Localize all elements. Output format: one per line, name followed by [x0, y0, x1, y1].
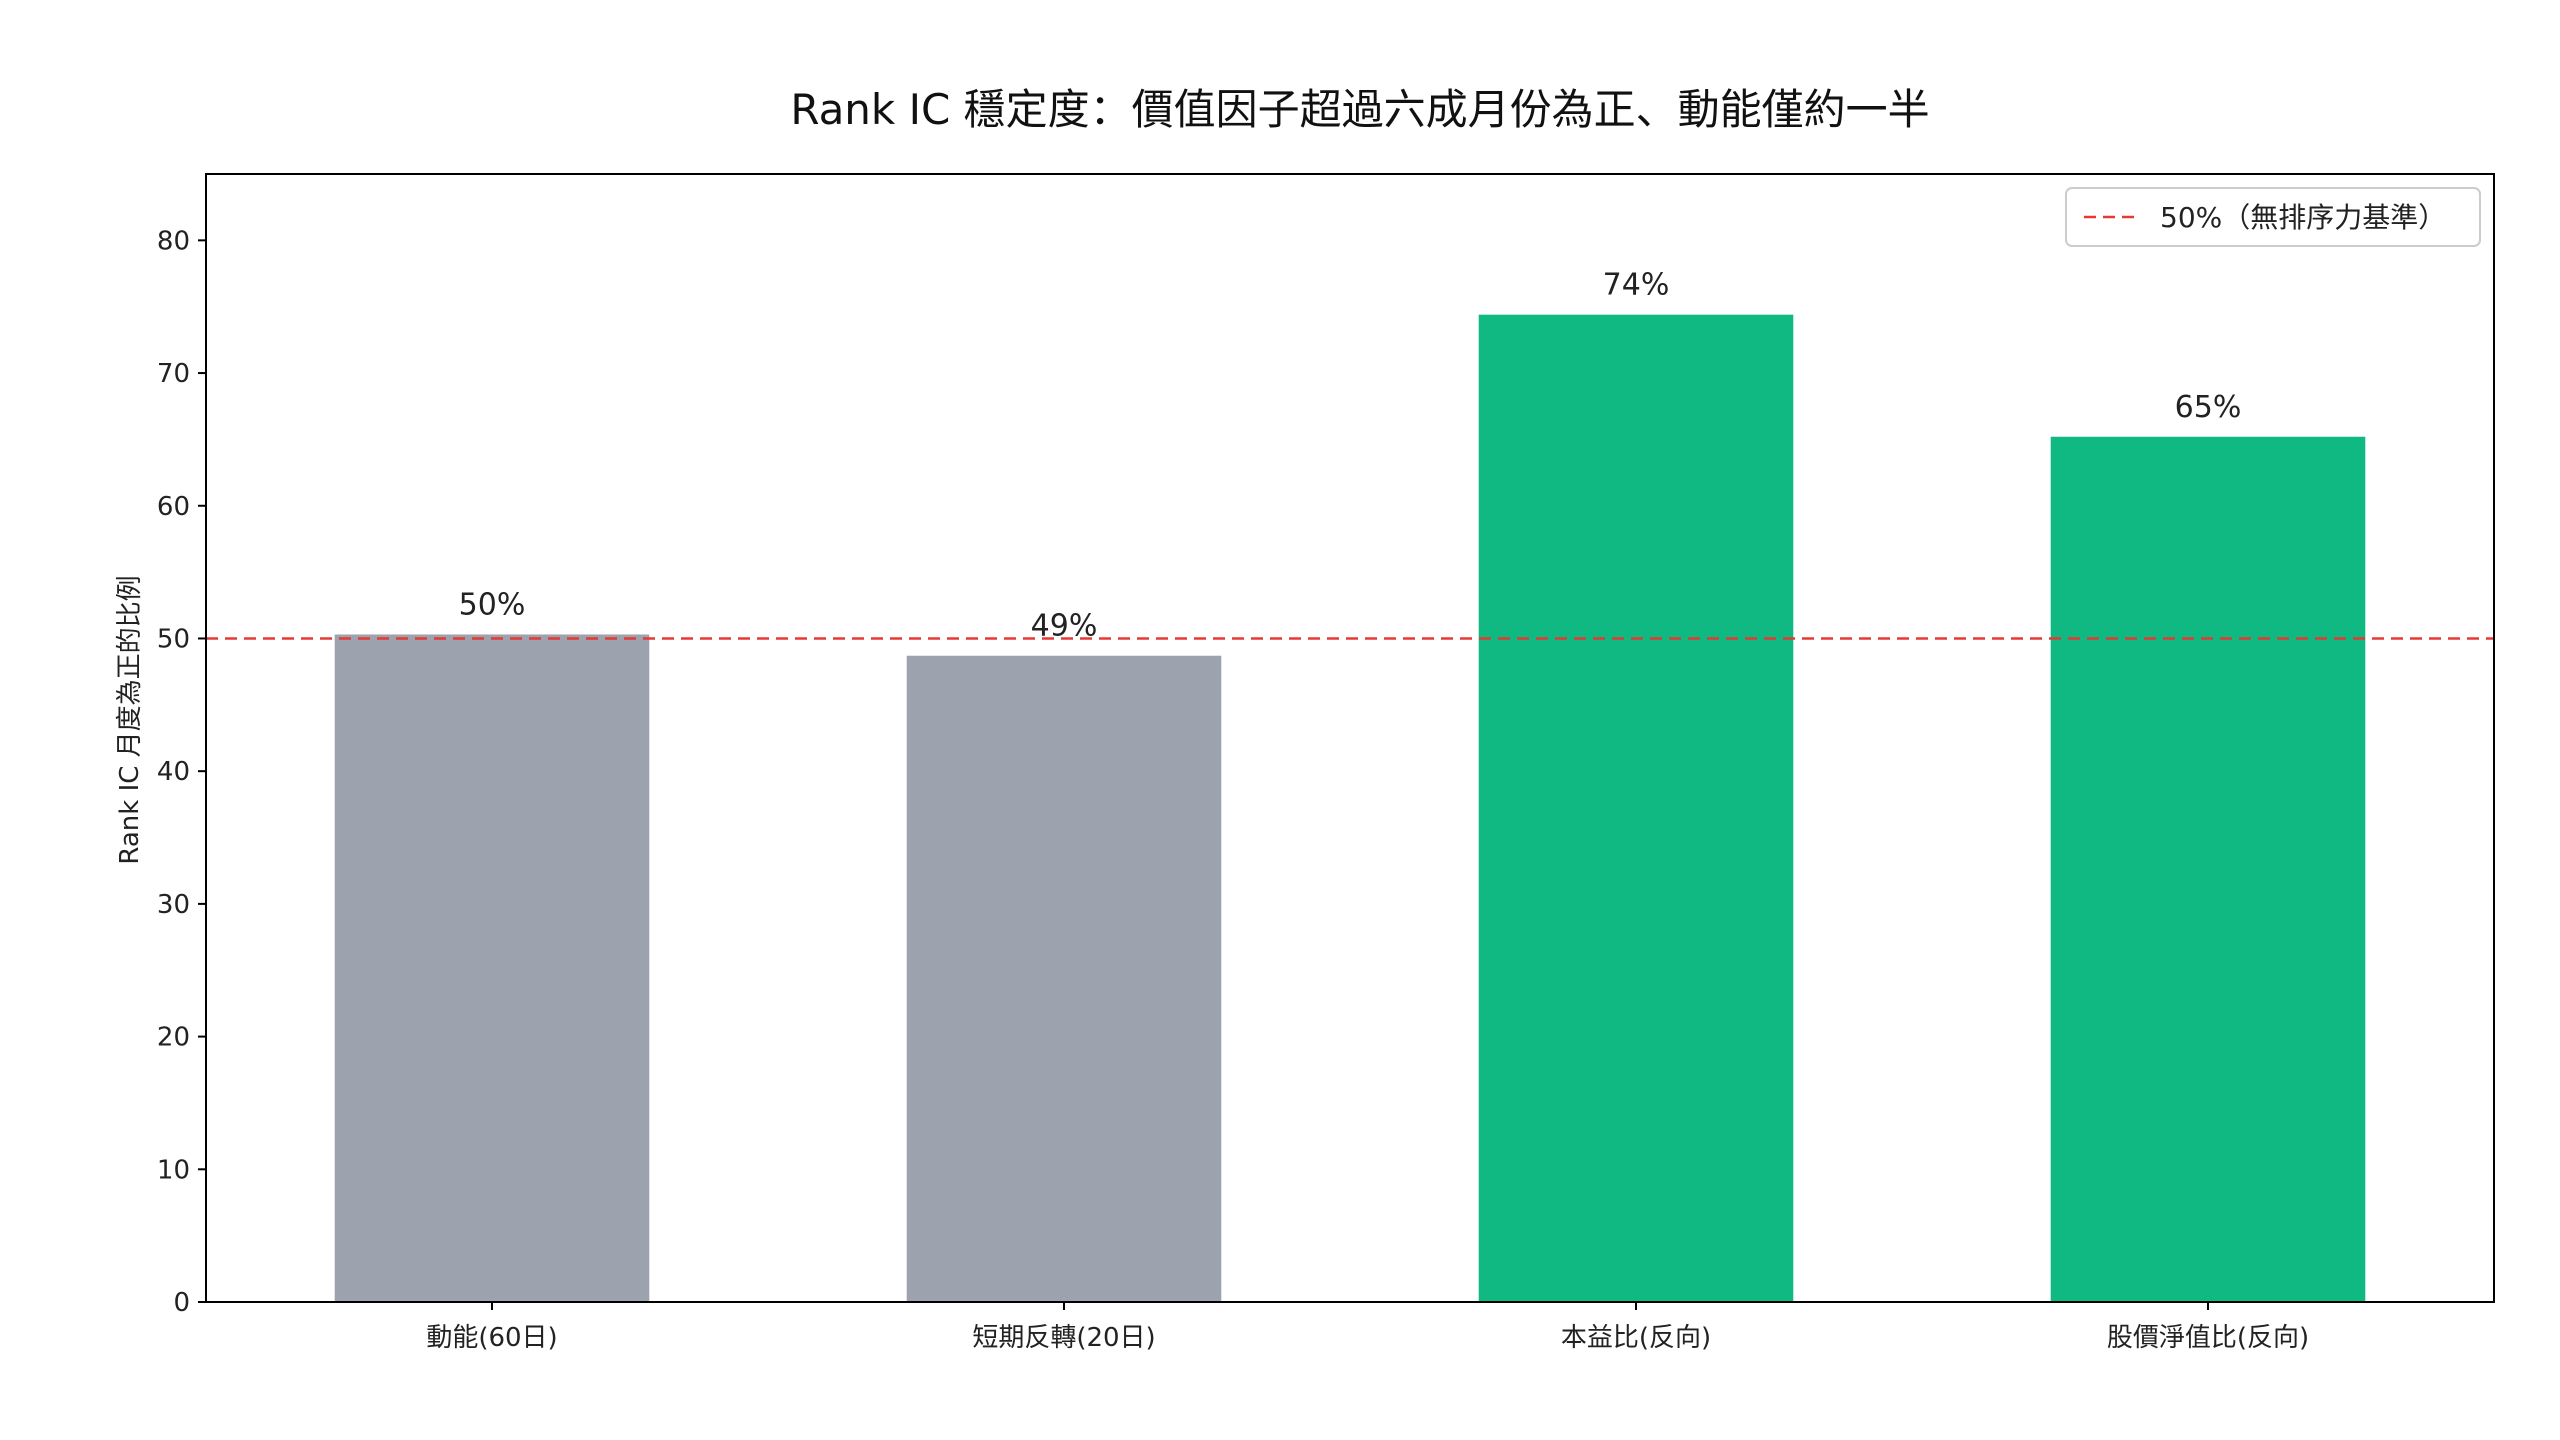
bar	[1478, 314, 1794, 1303]
axes-frame	[205, 173, 2495, 1303]
legend-label: 50%（無排序力基準）	[2160, 201, 2446, 234]
x-tick-label: 股價淨值比(反向)	[2107, 1323, 2309, 1353]
y-tick-label: 60	[157, 492, 190, 522]
x-tick-label: 本益比(反向)	[1561, 1323, 1711, 1353]
bar-value-label: 65%	[2175, 390, 2242, 425]
y-tick-label: 40	[157, 757, 190, 787]
y-tick-label: 30	[157, 890, 190, 920]
y-tick-label: 70	[157, 359, 190, 389]
bar-value-label: 74%	[1603, 268, 1670, 303]
chart-title: Rank IC 穩定度：價值因子超過六成月份為正、動能僅約一半	[790, 85, 1929, 134]
y-tick-label: 50	[157, 624, 190, 654]
x-tick-label: 短期反轉(20日)	[972, 1323, 1155, 1353]
plot-area: 50%動能(60日)49%短期反轉(20日)74%本益比(反向)65%股價淨值比…	[157, 173, 2495, 1353]
legend-box	[2065, 187, 2481, 247]
legend: 50%（無排序力基準）	[2065, 187, 2481, 247]
bar	[906, 655, 1222, 1302]
x-tick-label: 動能(60日)	[426, 1323, 557, 1353]
y-tick-label: 0	[173, 1288, 190, 1318]
bar	[334, 634, 650, 1302]
y-tick-label: 80	[157, 226, 190, 256]
y-tick-label: 20	[157, 1023, 190, 1053]
bar	[2050, 436, 2366, 1302]
y-axis-label: Rank IC 月度為正的比例	[115, 575, 145, 864]
y-tick-label: 10	[157, 1155, 190, 1185]
bar-value-label: 50%	[459, 587, 526, 622]
